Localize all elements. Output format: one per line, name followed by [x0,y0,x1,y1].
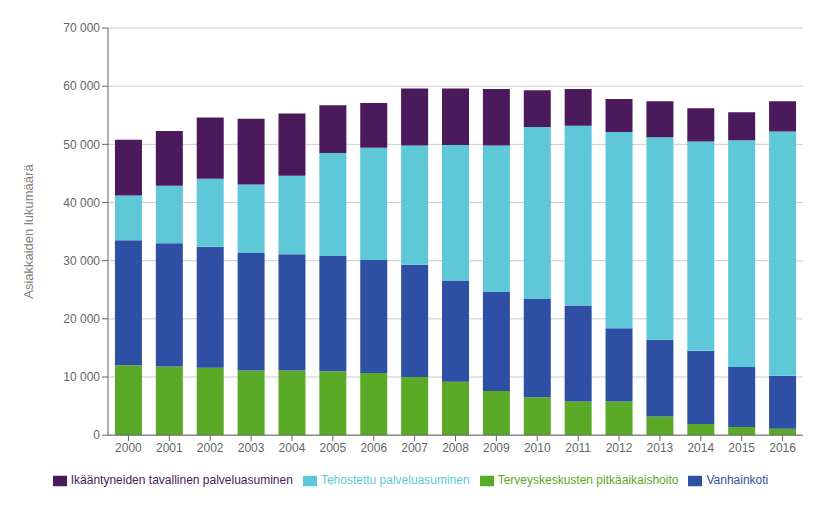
svg-text:2011: 2011 [565,441,591,455]
svg-text:0: 0 [93,428,100,442]
svg-text:2012: 2012 [606,441,633,455]
svg-text:20 000: 20 000 [63,312,100,326]
svg-text:40 000: 40 000 [63,196,100,210]
svg-text:2009: 2009 [483,441,510,455]
svg-text:2003: 2003 [238,441,265,455]
svg-text:2016: 2016 [769,441,796,455]
svg-text:30 000: 30 000 [63,254,100,268]
svg-text:2013: 2013 [647,441,674,455]
svg-text:60 000: 60 000 [63,79,100,93]
svg-text:2007: 2007 [401,441,428,455]
svg-text:Asiakkaiden lukumäärä: Asiakkaiden lukumäärä [21,164,36,299]
svg-text:2015: 2015 [728,441,755,455]
html-text:Vanhainkoti: Vanhainkoti [706,473,769,488]
svg-text:2006: 2006 [360,441,387,455]
html-text:Terveyskeskusten pitkäaikaisho: Terveyskeskusten pitkäaikaishoito [497,473,679,488]
html-text:Tehostettu palveluasuminen: Tehostettu palveluasuminen [320,473,470,488]
svg-text:2004: 2004 [279,441,306,455]
svg-text:70 000: 70 000 [63,21,100,35]
svg-text:50 000: 50 000 [63,138,100,152]
svg-text:2000: 2000 [115,441,142,455]
svg-text:2014: 2014 [687,441,714,455]
html-text:Ikääntyneiden tavallinen palve: Ikääntyneiden tavallinen palveluasuminen [70,473,293,488]
svg-text:10 000: 10 000 [63,370,100,384]
svg-text:2010: 2010 [524,441,551,455]
svg-text:2005: 2005 [320,441,347,455]
svg-text:2001: 2001 [156,441,183,455]
svg-text:2002: 2002 [197,441,224,455]
svg-text:2008: 2008 [442,441,469,455]
